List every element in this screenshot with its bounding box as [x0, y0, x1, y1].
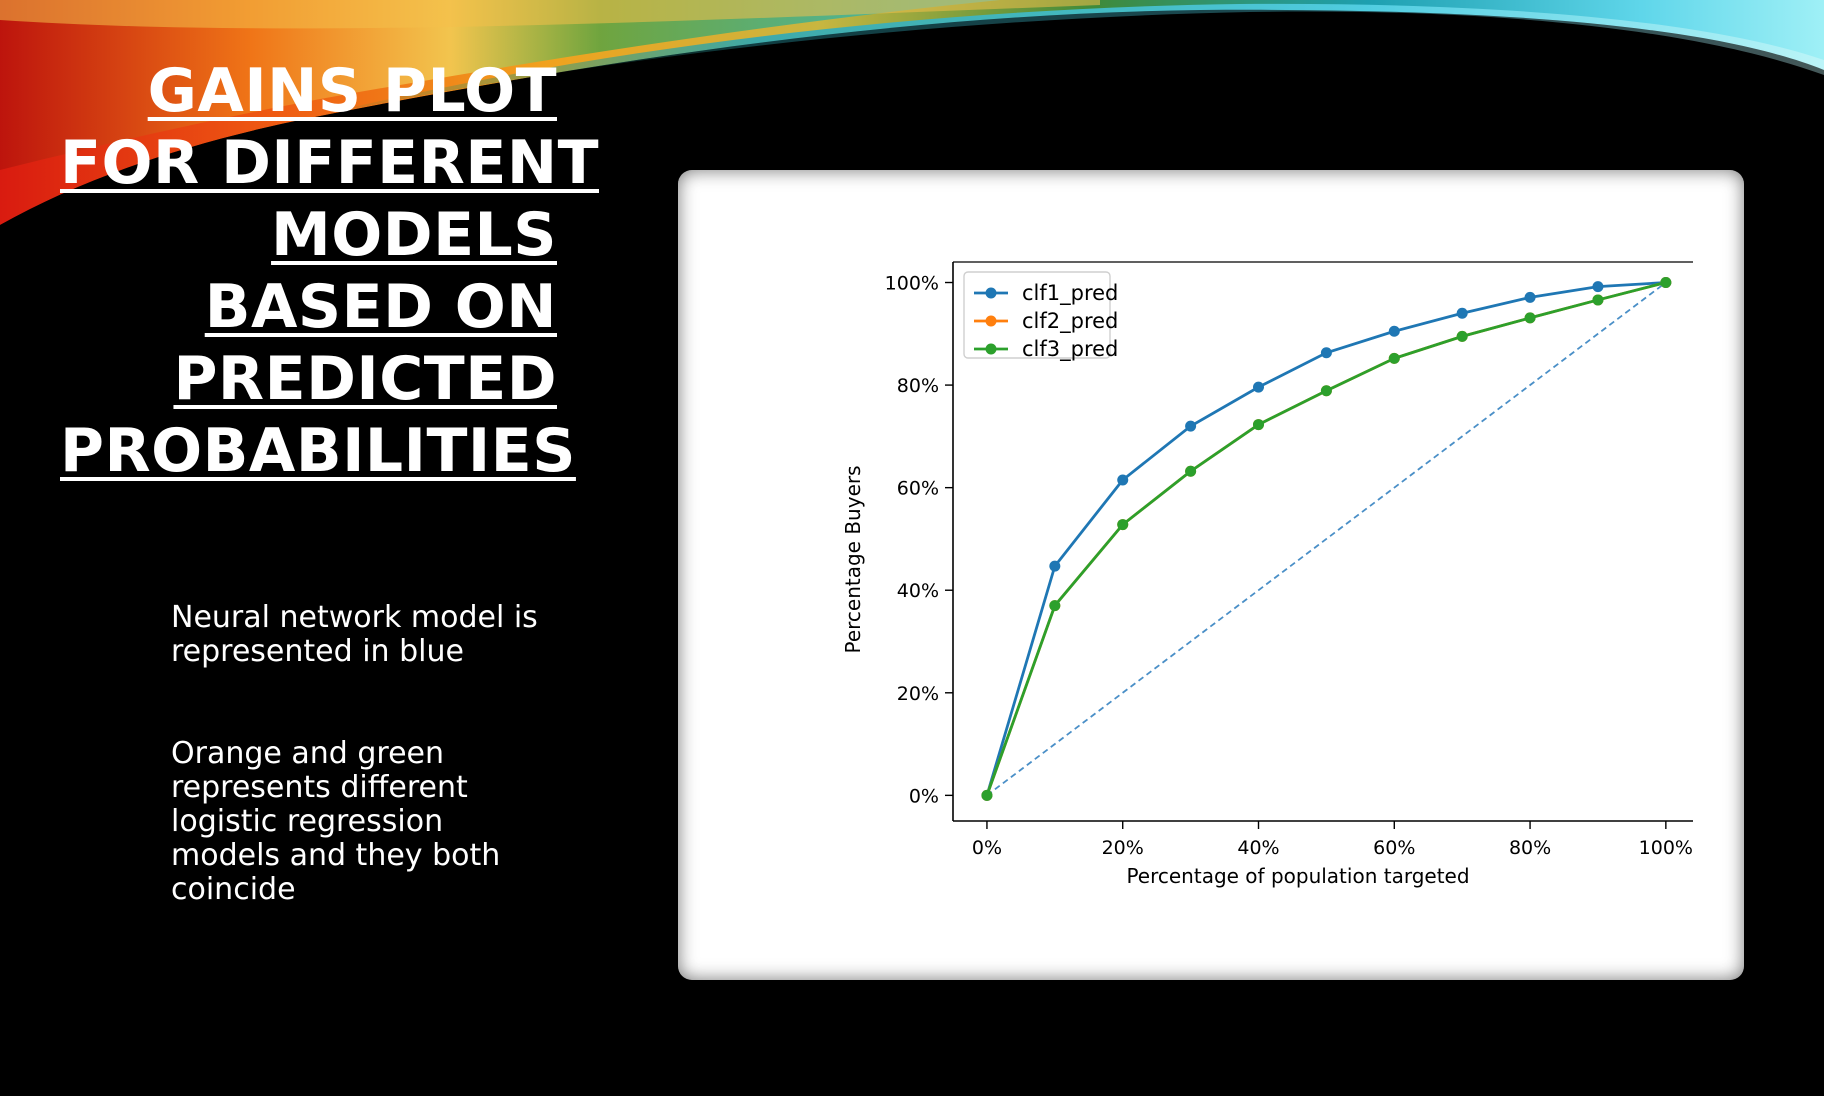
data-point-clf3_pred: [1049, 600, 1061, 612]
y-tick-label: 60%: [897, 478, 939, 500]
data-point-clf3_pred: [1320, 385, 1332, 397]
data-point-clf3_pred: [1524, 312, 1536, 324]
note-logistic-regression: Orange and green represents different lo…: [171, 737, 571, 907]
legend-marker-clf3_pred: [985, 343, 997, 355]
decorative-swoosh: [0, 0, 1824, 240]
y-tick-label: 100%: [885, 273, 939, 295]
data-point-clf3_pred: [1185, 465, 1197, 477]
note-line: Neural network model is: [171, 600, 538, 635]
x-tick-label: 0%: [972, 837, 1002, 859]
data-point-clf1_pred: [1320, 347, 1332, 359]
data-point-clf3_pred: [981, 789, 993, 801]
legend: clf1_pred clf2_pred clf3_pred: [963, 271, 1118, 362]
data-point-clf1_pred: [1253, 381, 1265, 393]
data-point-clf3_pred: [1117, 519, 1129, 531]
baseline-diagonal: [986, 281, 1667, 797]
data-point-clf1_pred: [1524, 291, 1536, 303]
title-line: GAINS PLOT: [147, 56, 557, 126]
x-tick-label: 40%: [1237, 837, 1279, 859]
data-point-clf3_pred: [1456, 330, 1468, 342]
data-point-clf1_pred: [1456, 307, 1468, 319]
y-tick-label: 20%: [897, 683, 939, 705]
note-neural-network: Neural network model is represented in b…: [171, 601, 571, 669]
x-tick-label: 80%: [1509, 837, 1551, 859]
x-tick-label: 100%: [1639, 837, 1693, 859]
slide-title: GAINS PLOT FOR DIFFERENT MODELS BASED ON…: [60, 55, 599, 487]
data-point-clf1_pred: [1049, 560, 1061, 572]
legend-label-clf1_pred: clf1_pred: [1022, 281, 1118, 306]
data-point-clf1_pred: [1185, 420, 1197, 432]
y-tick-label: 40%: [897, 580, 939, 602]
note-line: logistic regression: [171, 804, 444, 839]
legend-label-clf2_pred: clf2_pred: [1022, 309, 1118, 334]
data-point-clf3_pred: [1253, 419, 1265, 431]
chart-frame: 0% 20% 40% 60% 80% 100% 0% 20% 40% 60% 80% 100% Perc…: [678, 170, 1744, 980]
data-point-clf3_pred: [1592, 294, 1604, 306]
x-tick-label: 60%: [1373, 837, 1415, 859]
title-line: BASED ON: [204, 272, 557, 342]
x-tick-label: 20%: [1102, 837, 1144, 859]
legend-label-clf3_pred: clf3_pred: [1022, 337, 1118, 362]
y-axis-label: Percentage Buyers: [841, 465, 865, 653]
x-axis-label: Percentage of population targeted: [1126, 864, 1469, 888]
data-point-clf1_pred: [1117, 474, 1129, 486]
note-line: represented in blue: [171, 634, 464, 669]
title-line: MODELS: [271, 200, 557, 270]
data-point-clf1_pred: [1592, 281, 1604, 293]
data-point-clf3_pred: [1660, 277, 1672, 289]
legend-marker-clf1_pred: [985, 287, 997, 299]
title-line: PROBABILITIES: [60, 416, 576, 486]
data-point-clf1_pred: [1388, 325, 1400, 337]
note-line: represents different: [171, 770, 468, 805]
note-line: coincide: [171, 872, 296, 907]
plot-area: [981, 277, 1672, 801]
gains-chart: 0% 20% 40% 60% 80% 100% 0% 20% 40% 60% 80% 100% Perc…: [841, 261, 1693, 888]
legend-marker-clf2_pred: [985, 315, 997, 327]
y-tick-label: 80%: [897, 375, 939, 397]
note-line: Orange and green: [171, 736, 445, 771]
title-line: FOR DIFFERENT: [60, 128, 599, 198]
title-line: PREDICTED: [173, 344, 557, 414]
note-line: models and they both: [171, 838, 501, 873]
y-tick-label: 0%: [909, 785, 939, 807]
data-point-clf3_pred: [1388, 352, 1400, 364]
